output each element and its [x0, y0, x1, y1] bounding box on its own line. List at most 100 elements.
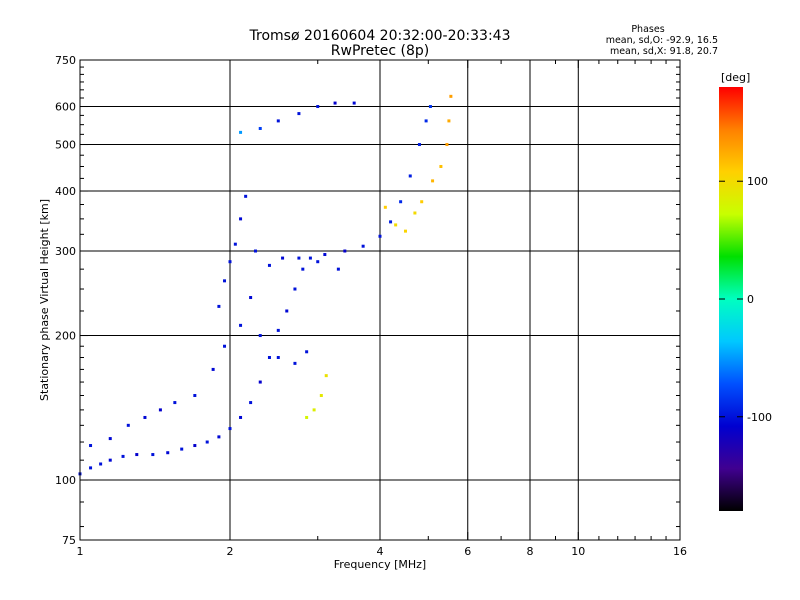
data-points: [78, 94, 453, 476]
data-point: [420, 200, 424, 204]
data-point: [428, 105, 432, 109]
x-tick-label: 10: [571, 545, 585, 558]
colorbar: [deg]: [719, 71, 750, 511]
data-point: [180, 447, 184, 451]
data-point: [439, 164, 443, 168]
x-tick-label: 4: [377, 545, 384, 558]
data-point: [293, 287, 297, 291]
data-point: [249, 401, 253, 405]
y-tick-label: 750: [55, 54, 76, 67]
colorbar-label: [deg]: [721, 71, 750, 84]
data-point: [267, 355, 271, 359]
data-point: [217, 435, 221, 439]
data-point: [447, 119, 451, 123]
data-point: [301, 267, 305, 271]
data-point: [297, 256, 301, 260]
data-point: [173, 401, 177, 405]
data-point: [408, 174, 412, 178]
colorbar-tick-label: 0: [747, 293, 754, 306]
data-point: [281, 256, 285, 260]
data-point: [158, 408, 162, 412]
data-point: [378, 234, 382, 238]
data-point: [233, 242, 237, 246]
data-point: [324, 374, 328, 378]
data-point: [239, 323, 243, 327]
data-point: [276, 355, 280, 359]
data-point: [417, 143, 421, 147]
x-tick-label: 16: [673, 545, 687, 558]
data-point: [403, 229, 407, 233]
data-point: [352, 101, 356, 105]
data-point: [193, 394, 197, 398]
data-point: [413, 211, 417, 215]
data-point: [312, 408, 316, 412]
data-point: [305, 350, 309, 354]
data-point: [267, 263, 271, 267]
data-point: [258, 380, 262, 384]
data-point: [108, 437, 112, 441]
data-point: [126, 423, 130, 427]
data-point: [151, 453, 155, 457]
axis-ticks: 1 2 4 6 8 10 16 75 100 200 300 400 500 600 750: [55, 54, 687, 558]
x-tick-label: 2: [227, 545, 234, 558]
y-tick-label: 300: [55, 245, 76, 258]
data-point: [166, 451, 170, 455]
data-point: [319, 394, 323, 398]
data-point: [223, 279, 227, 283]
data-point: [89, 444, 93, 448]
data-point: [323, 253, 327, 257]
y-tick-label: 600: [55, 101, 76, 114]
data-point: [293, 361, 297, 365]
data-point: [445, 143, 449, 147]
data-point: [258, 334, 262, 338]
data-point: [343, 249, 347, 253]
data-point: [336, 267, 340, 271]
data-point: [276, 328, 280, 332]
y-tick-label: 100: [55, 474, 76, 487]
data-point: [143, 415, 147, 419]
data-point: [239, 130, 243, 134]
colorbar-tick-label: 100: [747, 175, 768, 188]
y-tick-label: 500: [55, 139, 76, 152]
y-tick-label: 200: [55, 330, 76, 343]
chart-subtitle: RwPretec (8p): [331, 43, 429, 59]
y-tick-label: 400: [55, 185, 76, 198]
data-point: [239, 217, 243, 221]
data-point: [244, 194, 248, 198]
x-tick-label: 8: [527, 545, 534, 558]
phases-legend: Phases mean, sd,O: -92.9, 16.5 mean, sd,…: [606, 24, 718, 57]
phases-title: Phases: [631, 24, 664, 35]
data-point: [383, 205, 387, 209]
x-tick-label: 6: [464, 545, 471, 558]
data-point: [276, 119, 280, 123]
data-point: [389, 220, 393, 224]
data-point: [308, 256, 312, 260]
data-point: [305, 415, 309, 419]
data-point: [399, 200, 403, 204]
y-axis-label: Stationary phase Virtual Height [km]: [38, 199, 51, 401]
data-point: [108, 458, 112, 462]
data-point: [316, 105, 320, 109]
data-point: [297, 112, 301, 116]
data-point: [228, 427, 232, 431]
data-point: [228, 260, 232, 264]
data-point: [217, 304, 221, 308]
y-tick-label: 75: [62, 534, 76, 547]
data-point: [99, 462, 103, 466]
data-point: [121, 454, 125, 458]
data-point: [258, 126, 262, 130]
data-point: [285, 309, 289, 313]
data-point: [239, 415, 243, 419]
x-tick-label: 1: [77, 545, 84, 558]
data-point: [253, 249, 257, 253]
phases-x-line: mean, sd,X: 91.8, 20.7: [610, 46, 718, 57]
data-point: [333, 101, 337, 105]
colorbar-tick-label: -100: [747, 411, 772, 424]
data-point: [249, 296, 253, 300]
x-axis-label: Frequency [MHz]: [334, 558, 426, 571]
colorbar-ticks: 100 0 -100: [719, 175, 772, 424]
grid-lines: [80, 60, 680, 540]
data-point: [211, 367, 215, 371]
chart-title: Tromsø 20160604 20:32:00-20:33:43: [249, 28, 511, 44]
